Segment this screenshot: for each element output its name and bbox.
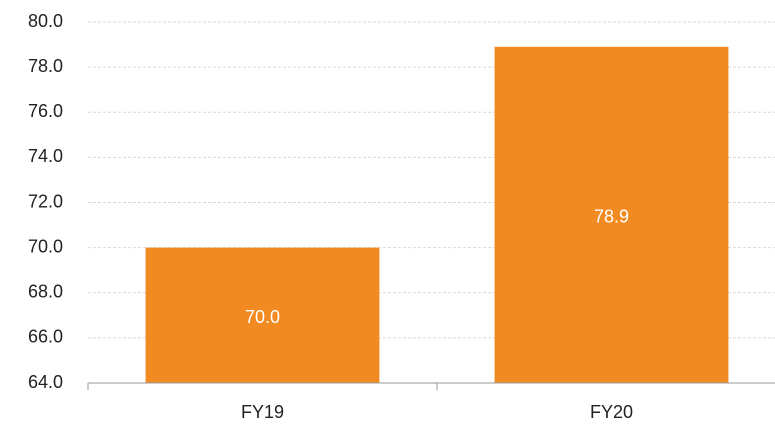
y-tick-label: 66.0: [28, 327, 63, 347]
x-tick-label: FY20: [590, 402, 633, 422]
value-label: 78.9: [594, 207, 629, 227]
y-tick-label: 70.0: [28, 236, 63, 256]
y-tick-label: 74.0: [28, 146, 63, 166]
bar: [145, 247, 380, 383]
y-tick-label: 76.0: [28, 101, 63, 121]
x-tick-label: FY19: [241, 402, 284, 422]
y-tick-label: 72.0: [28, 191, 63, 211]
bar: [494, 46, 729, 383]
y-tick-label: 78.0: [28, 56, 63, 76]
value-label: 70.0: [245, 307, 280, 327]
y-tick-label: 68.0: [28, 282, 63, 302]
y-tick-label: 64.0: [28, 372, 63, 392]
y-tick-label: 80.0: [28, 11, 63, 31]
